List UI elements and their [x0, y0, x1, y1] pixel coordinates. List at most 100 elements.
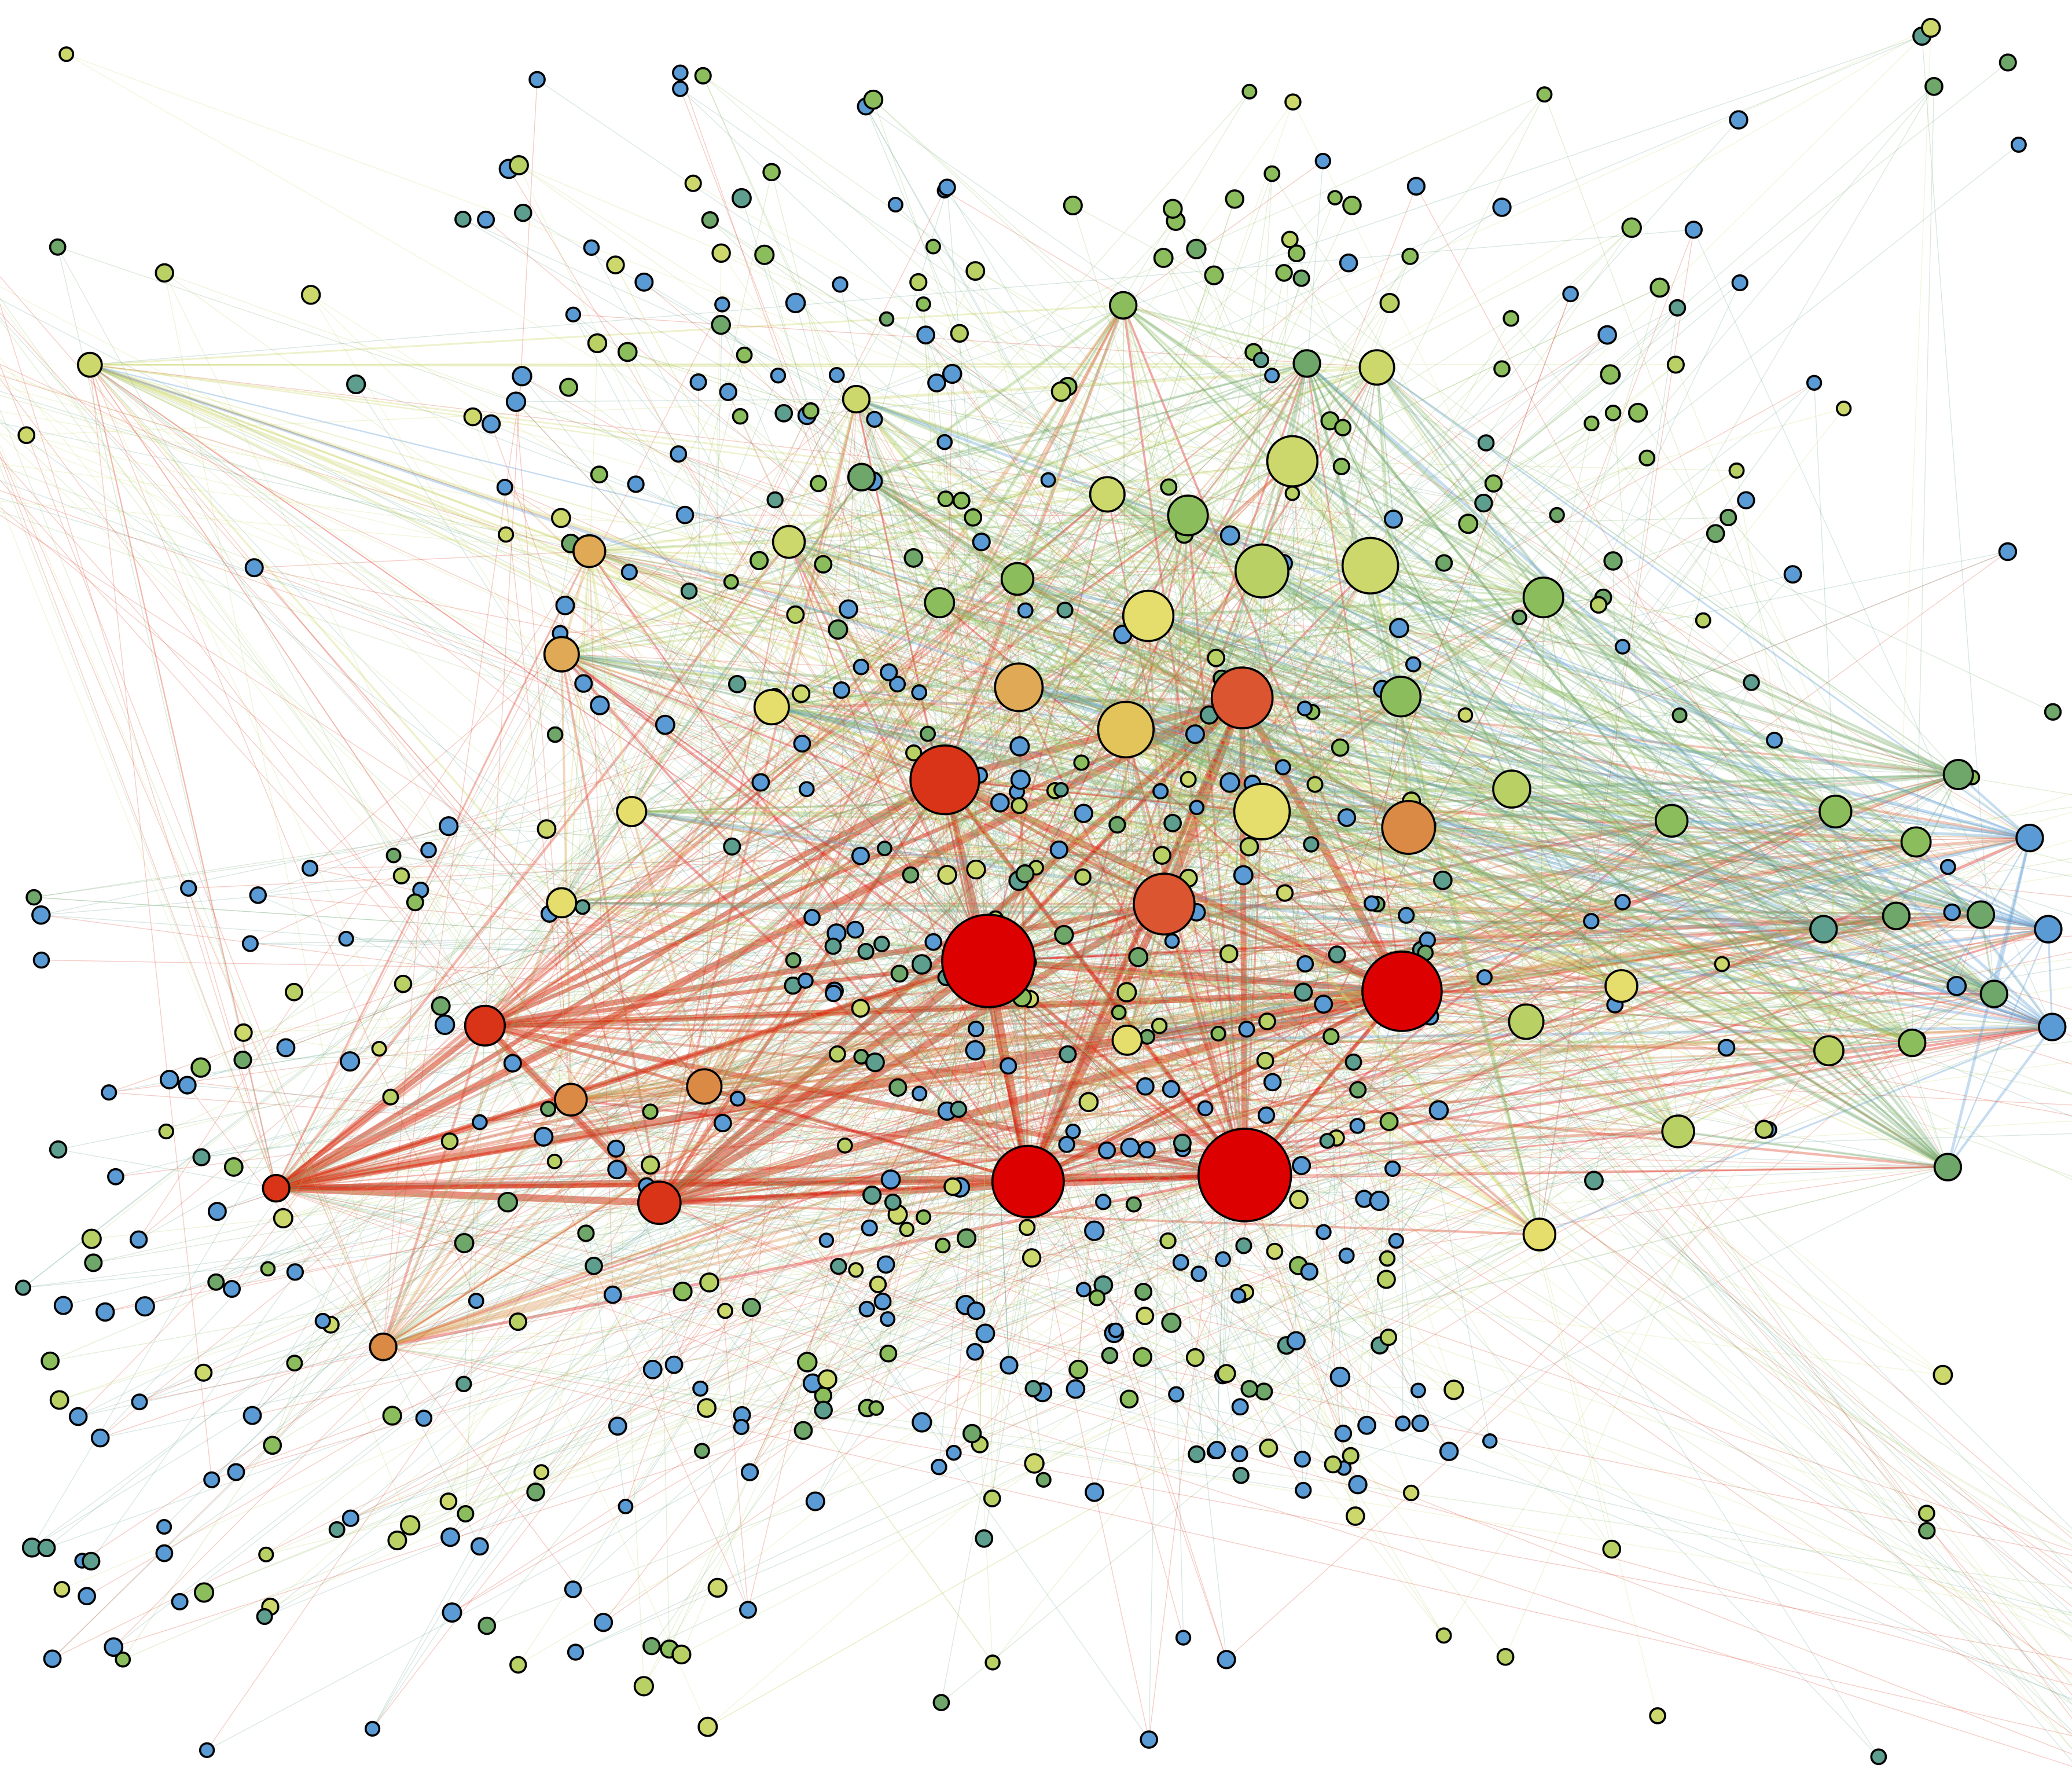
graph-node[interactable]	[1197, 1100, 1214, 1117]
graph-node[interactable]	[1604, 405, 1622, 421]
graph-node[interactable]	[1714, 956, 1731, 973]
hub-node[interactable]	[1522, 1217, 1557, 1252]
graph-node[interactable]	[81, 1228, 102, 1249]
graph-node[interactable]	[711, 314, 731, 335]
graph-node[interactable]	[723, 574, 739, 590]
graph-node[interactable]	[1056, 601, 1074, 619]
graph-node[interactable]	[1126, 1196, 1142, 1213]
hub-node[interactable]	[941, 913, 1036, 1008]
graph-node[interactable]	[431, 996, 451, 1016]
hub-node[interactable]	[2034, 915, 2063, 944]
graph-node[interactable]	[1614, 639, 1631, 655]
graph-node[interactable]	[37, 1539, 56, 1557]
graph-node[interactable]	[346, 374, 366, 395]
graph-node[interactable]	[689, 373, 707, 391]
hub-node[interactable]	[1508, 1003, 1545, 1040]
graph-node[interactable]	[754, 244, 775, 265]
graph-node[interactable]	[180, 879, 197, 897]
graph-node[interactable]	[434, 1014, 455, 1036]
graph-node[interactable]	[797, 1352, 818, 1373]
graph-node[interactable]	[1136, 1307, 1155, 1326]
graph-node[interactable]	[750, 551, 769, 570]
graph-node[interactable]	[741, 1297, 761, 1318]
hub-node[interactable]	[262, 1174, 291, 1203]
graph-node[interactable]	[770, 368, 787, 384]
graph-node[interactable]	[1074, 803, 1093, 823]
graph-node[interactable]	[1376, 1269, 1396, 1289]
graph-node[interactable]	[2044, 703, 2062, 721]
graph-node[interactable]	[1921, 17, 1941, 38]
graph-node[interactable]	[1136, 1077, 1155, 1096]
graph-node[interactable]	[1009, 736, 1030, 757]
graph-node[interactable]	[273, 1208, 293, 1228]
graph-node[interactable]	[1357, 1415, 1376, 1435]
hub-node[interactable]	[994, 662, 1044, 713]
graph-node[interactable]	[1294, 982, 1313, 1002]
graph-node[interactable]	[714, 296, 730, 313]
graph-node[interactable]	[1502, 310, 1520, 327]
graph-node[interactable]	[593, 1613, 613, 1632]
graph-node[interactable]	[618, 1499, 634, 1514]
graph-node[interactable]	[1783, 565, 1802, 584]
graph-node[interactable]	[385, 847, 402, 864]
graph-node[interactable]	[684, 174, 702, 192]
hub-node[interactable]	[909, 744, 980, 816]
graph-node[interactable]	[868, 1400, 884, 1416]
graph-node[interactable]	[1015, 864, 1035, 883]
graph-node[interactable]	[82, 1551, 101, 1570]
graph-node[interactable]	[925, 238, 941, 255]
graph-node[interactable]	[155, 1544, 174, 1562]
graph-node[interactable]	[1263, 1073, 1282, 1092]
hub-node[interactable]	[1809, 915, 1838, 944]
graph-node[interactable]	[627, 475, 645, 493]
graph-node[interactable]	[825, 985, 843, 1003]
graph-node[interactable]	[526, 1483, 545, 1502]
graph-node[interactable]	[880, 1311, 896, 1327]
graph-node[interactable]	[853, 658, 870, 676]
graph-node[interactable]	[190, 1057, 211, 1078]
graph-node[interactable]	[1743, 674, 1760, 691]
graph-node[interactable]	[966, 859, 986, 880]
graph-node[interactable]	[1998, 542, 2018, 562]
graph-node[interactable]	[1180, 770, 1197, 788]
graph-node[interactable]	[1324, 1455, 1342, 1474]
graph-node[interactable]	[832, 276, 848, 293]
hub-node[interactable]	[1233, 783, 1291, 841]
graph-node[interactable]	[740, 1463, 759, 1481]
graph-node[interactable]	[440, 1132, 459, 1150]
graph-node[interactable]	[1292, 1156, 1311, 1176]
graph-node[interactable]	[512, 366, 532, 387]
graph-node[interactable]	[1346, 1506, 1365, 1526]
graph-node[interactable]	[394, 974, 413, 993]
graph-node[interactable]	[1233, 865, 1254, 886]
hub-node[interactable]	[1818, 794, 1853, 829]
graph-node[interactable]	[587, 333, 608, 354]
graph-node[interactable]	[803, 909, 821, 926]
graph-node[interactable]	[1322, 1028, 1340, 1045]
graph-node[interactable]	[1207, 1441, 1226, 1459]
graph-node[interactable]	[1649, 277, 1670, 298]
graph-node[interactable]	[1276, 884, 1294, 902]
graph-node[interactable]	[824, 937, 842, 955]
graph-node[interactable]	[1050, 381, 1072, 402]
graph-node[interactable]	[966, 1343, 984, 1361]
graph-node[interactable]	[785, 292, 806, 314]
graph-node[interactable]	[1058, 1136, 1075, 1153]
graph-node[interactable]	[155, 263, 174, 283]
graph-node[interactable]	[830, 1257, 847, 1275]
graph-node[interactable]	[439, 816, 459, 836]
graph-node[interactable]	[53, 1581, 71, 1598]
graph-node[interactable]	[751, 773, 770, 792]
hub-node[interactable]	[1111, 1025, 1143, 1056]
hub-node[interactable]	[1210, 666, 1274, 729]
graph-node[interactable]	[455, 1375, 472, 1393]
graph-node[interactable]	[890, 964, 909, 983]
graph-node[interactable]	[984, 1654, 1001, 1671]
graph-node[interactable]	[692, 1380, 709, 1397]
graph-node[interactable]	[1562, 285, 1579, 303]
graph-node[interactable]	[950, 1100, 968, 1118]
graph-node[interactable]	[1065, 1123, 1081, 1139]
graph-node[interactable]	[442, 1602, 462, 1623]
hub-node[interactable]	[1197, 1128, 1292, 1223]
graph-node[interactable]	[912, 1412, 932, 1433]
